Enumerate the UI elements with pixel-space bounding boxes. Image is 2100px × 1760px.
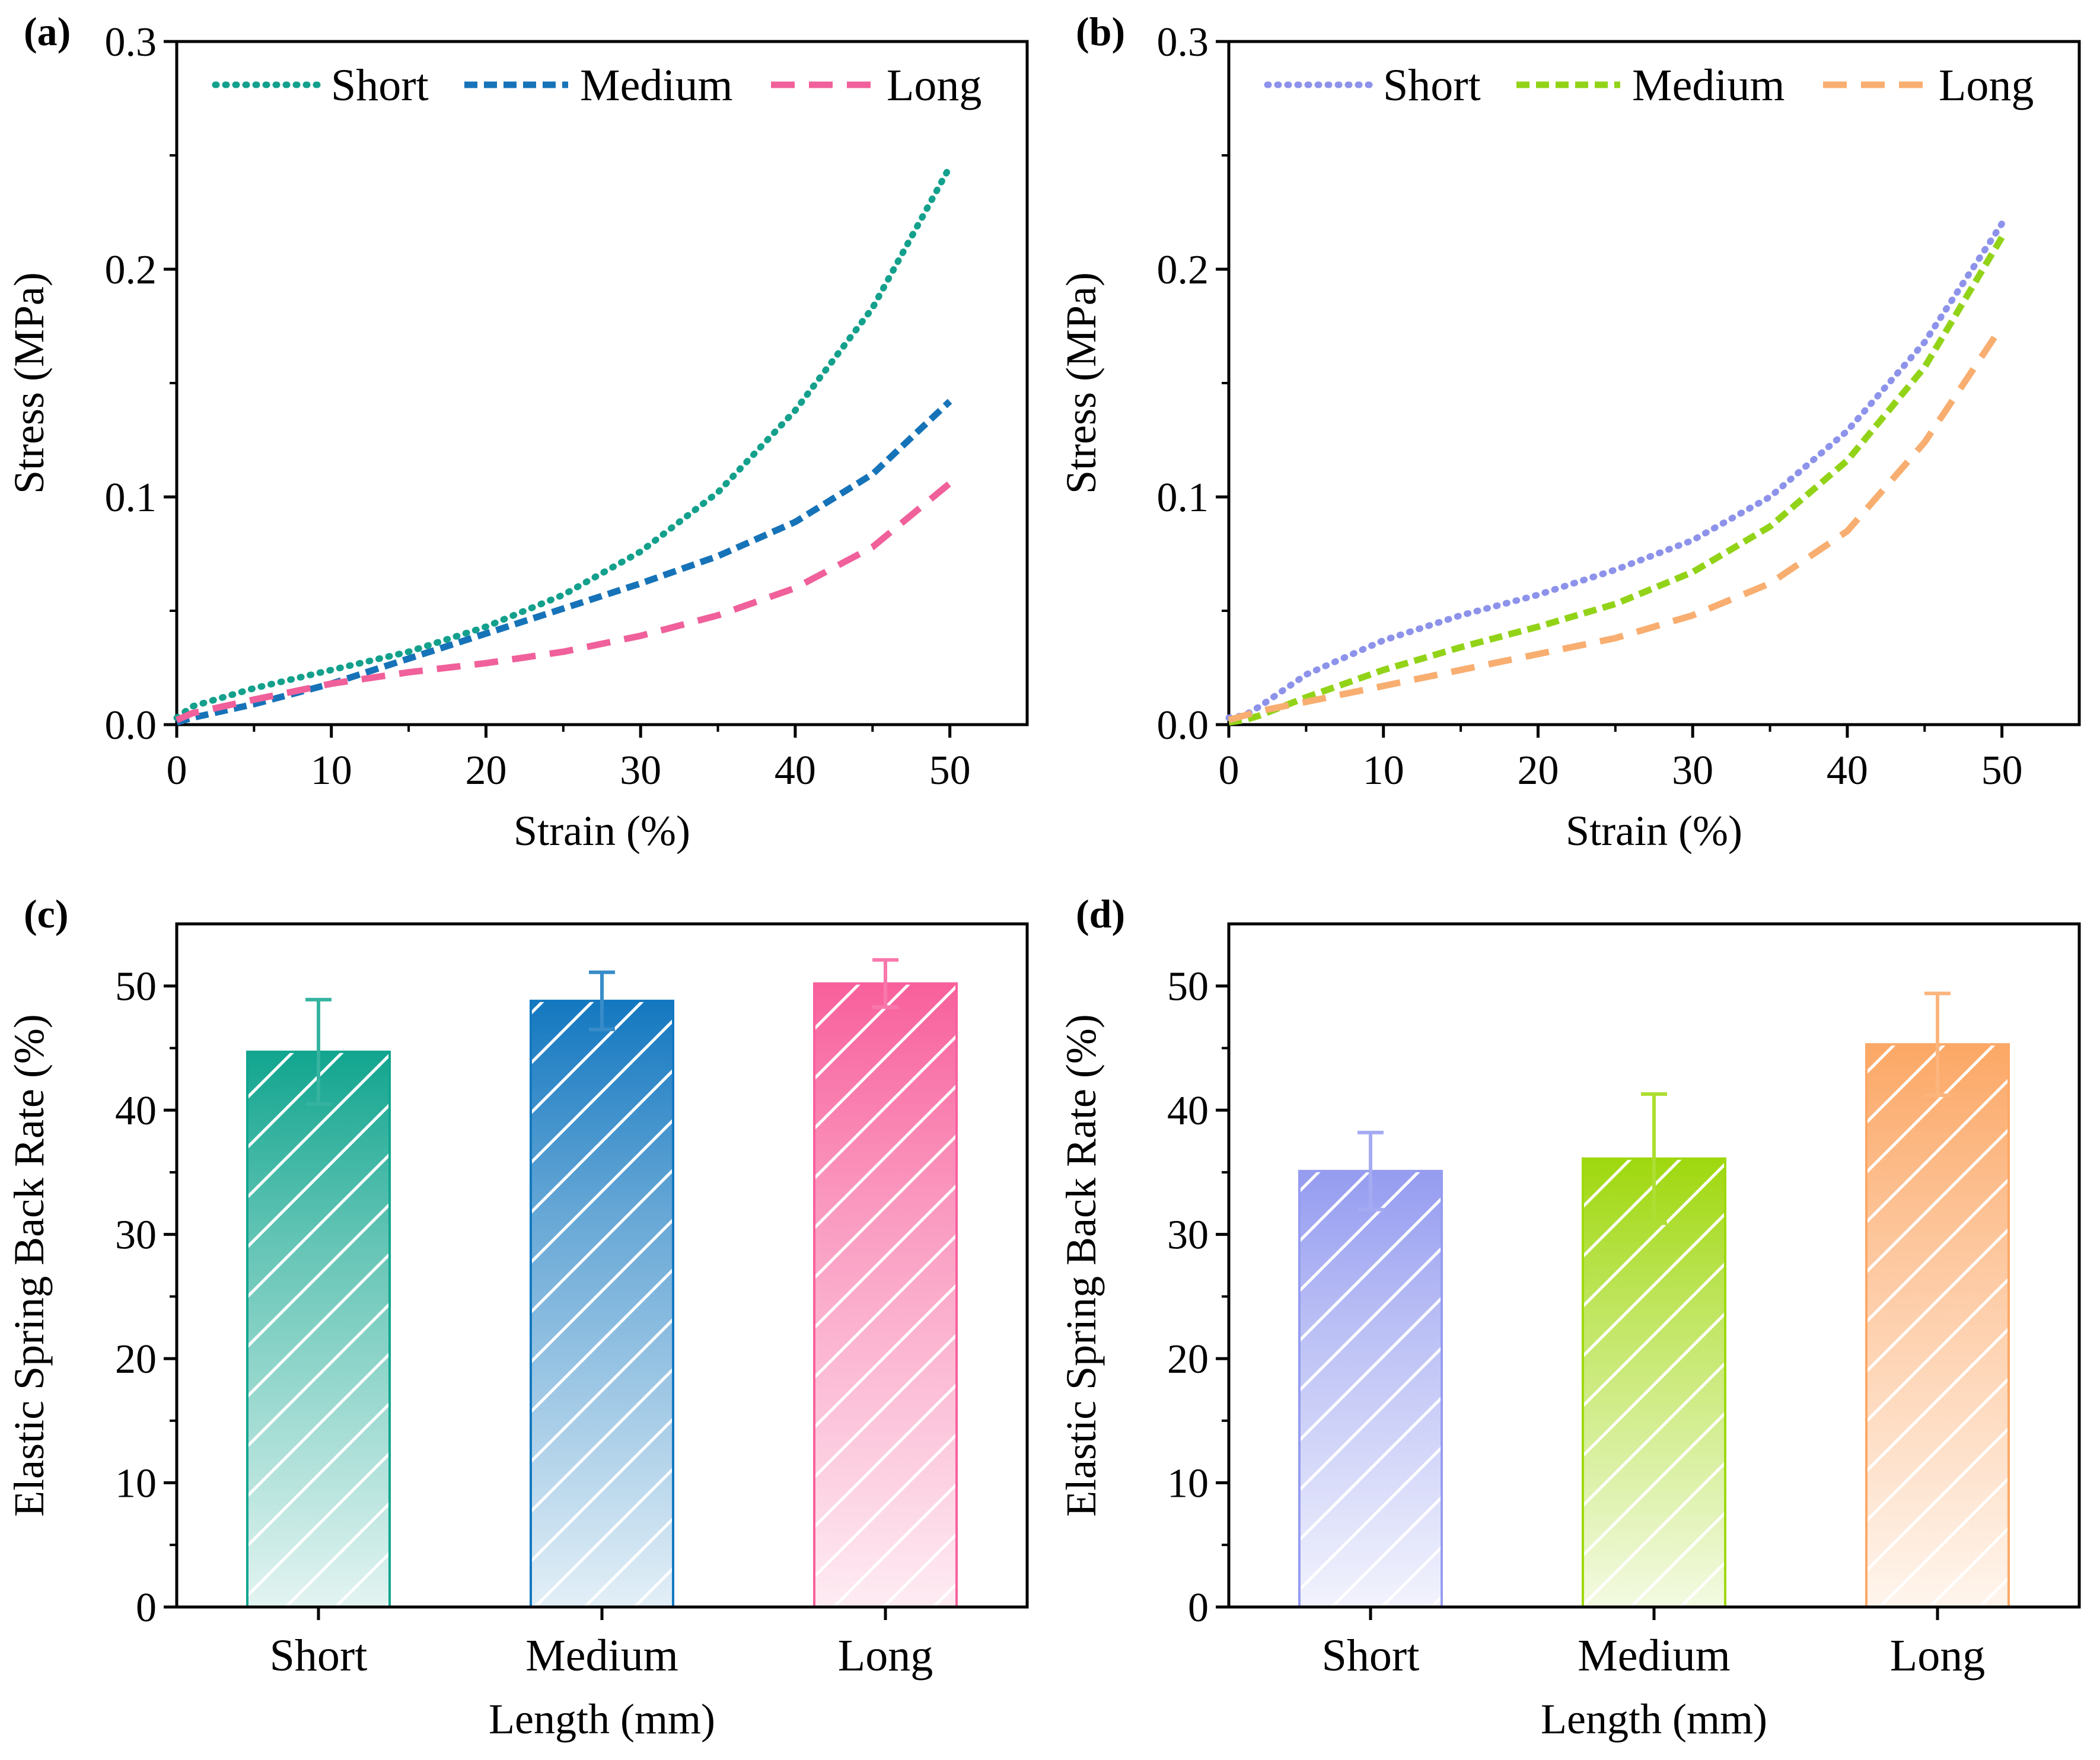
series-line-a-short bbox=[173, 163, 954, 721]
x-axis-title-a: Strain (%) bbox=[514, 807, 690, 855]
legend-label-a-medium: Medium bbox=[580, 60, 733, 110]
y-tick-label-c: 30 bbox=[115, 1213, 157, 1258]
x-category-label-c-long: Long bbox=[838, 1631, 933, 1681]
y-tick-label-b: 0.3 bbox=[1157, 20, 1209, 65]
bar-hatch-d-long bbox=[1868, 1045, 2007, 1606]
y-tick-label-c: 40 bbox=[115, 1088, 157, 1134]
x-tick-label-a: 10 bbox=[311, 748, 352, 793]
y-tick-label-a: 0.3 bbox=[105, 20, 157, 65]
bar-hatch-d-short bbox=[1301, 1172, 1441, 1606]
series-line-a-long bbox=[175, 480, 952, 723]
legend-label-b-long: Long bbox=[1939, 60, 2034, 110]
x-tick-label-a: 0 bbox=[167, 748, 187, 793]
bar-hatch-c-long bbox=[815, 984, 955, 1606]
panel-c: (c) 0 10 20 30 40 50 Elastic Spring Back Rate (… bbox=[5, 891, 1029, 1743]
y-tick-label-d: 30 bbox=[1167, 1213, 1209, 1258]
legend-label-a-short: Short bbox=[331, 60, 429, 110]
x-category-label-d-medium: Medium bbox=[1578, 1631, 1731, 1681]
x-category-label-c-short: Short bbox=[270, 1631, 368, 1681]
panel-d: (d) 0 10 20 30 40 50 Elastic Spring Back Rate (… bbox=[1057, 891, 2081, 1743]
panel-label-c: (c) bbox=[24, 891, 68, 936]
y-axis-title-a: Stress (MPa) bbox=[5, 272, 53, 494]
bar-hatch-d-medium bbox=[1584, 1159, 1724, 1606]
plot-frame-b bbox=[1227, 40, 2081, 726]
x-tick-label-b: 10 bbox=[1363, 748, 1404, 793]
y-tick-label-b: 0.1 bbox=[1157, 475, 1209, 521]
x-tick-label-a: 40 bbox=[775, 748, 816, 793]
x-tick-label-b: 30 bbox=[1672, 748, 1713, 793]
x-axis-title-d: Length (mm) bbox=[1541, 1695, 1767, 1743]
panel-a: (a) 0.0 0.1 0.2 0.3 Stress (MPa) Strain (%) 0 10… bbox=[5, 9, 1029, 855]
x-tick-label-a: 20 bbox=[465, 748, 506, 793]
y-tick-label-d: 50 bbox=[1167, 964, 1209, 1010]
y-tick-label-c: 10 bbox=[115, 1461, 157, 1507]
y-axis-title-b: Stress (MPa) bbox=[1057, 272, 1105, 494]
y-tick-label-c: 20 bbox=[115, 1337, 157, 1382]
panel-b: (b) 0.0 0.1 0.2 0.3 Stress (MPa) Strain (%) 0 10… bbox=[1057, 9, 2081, 855]
y-tick-label-c: 0 bbox=[136, 1585, 157, 1631]
y-tick-label-d: 40 bbox=[1167, 1088, 1209, 1134]
series-line-b-short bbox=[1225, 220, 2006, 721]
x-category-label-c-medium: Medium bbox=[525, 1631, 678, 1681]
x-category-label-d-short: Short bbox=[1322, 1631, 1420, 1681]
y-tick-label-d: 20 bbox=[1167, 1337, 1209, 1382]
x-tick-label-b: 50 bbox=[1981, 748, 2023, 793]
legend-label-b-short: Short bbox=[1383, 60, 1481, 110]
series-line-b-medium bbox=[1228, 235, 2005, 726]
bar-hatch-c-short bbox=[248, 1053, 388, 1606]
x-tick-label-a: 50 bbox=[929, 748, 971, 793]
y-tick-label-a: 0.2 bbox=[105, 247, 157, 293]
bar-hatch-c-medium bbox=[532, 1002, 672, 1606]
panel-label-b: (b) bbox=[1076, 9, 1125, 54]
y-axis-title-c: Elastic Spring Back Rate (%) bbox=[5, 1014, 53, 1517]
y-tick-label-b: 0.0 bbox=[1157, 703, 1209, 748]
y-axis-title-d: Elastic Spring Back Rate (%) bbox=[1057, 1014, 1105, 1517]
legend-label-b-medium: Medium bbox=[1632, 60, 1785, 110]
series-line-b-long bbox=[1228, 324, 2005, 723]
legend-label-a-long: Long bbox=[887, 60, 982, 110]
x-tick-label-b: 20 bbox=[1517, 748, 1559, 793]
x-tick-label-b: 40 bbox=[1827, 748, 1868, 793]
plot-frame-a bbox=[175, 40, 1029, 726]
y-tick-label-a: 0.0 bbox=[105, 703, 157, 748]
panel-label-d: (d) bbox=[1076, 891, 1125, 936]
x-axis-title-b: Strain (%) bbox=[1566, 807, 1742, 855]
x-tick-label-a: 30 bbox=[620, 748, 661, 793]
x-tick-label-b: 0 bbox=[1219, 748, 1239, 793]
y-tick-label-d: 0 bbox=[1188, 1585, 1209, 1631]
y-tick-label-b: 0.2 bbox=[1157, 247, 1209, 293]
series-line-a-medium bbox=[176, 398, 952, 726]
panel-label-a: (a) bbox=[24, 9, 71, 54]
y-tick-label-d: 10 bbox=[1167, 1461, 1209, 1507]
y-tick-label-c: 50 bbox=[115, 964, 157, 1010]
x-axis-title-c: Length (mm) bbox=[489, 1695, 715, 1743]
x-category-label-d-long: Long bbox=[1890, 1631, 1985, 1681]
y-tick-label-a: 0.1 bbox=[105, 475, 157, 521]
